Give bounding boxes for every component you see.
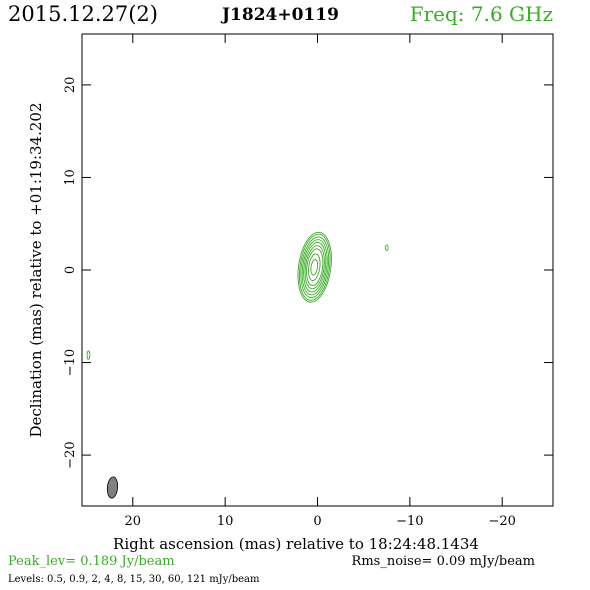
core-contour [306, 248, 324, 287]
core-contour [303, 241, 327, 293]
beam-ellipse [106, 476, 119, 499]
title-date: 2015.12.27(2) [8, 2, 158, 26]
rms-noise: Rms_noise= 0.09 mJy/beam [352, 554, 535, 569]
y-tick-label: −10 [63, 349, 78, 376]
x-tick-label: −20 [488, 514, 515, 529]
peak-level: Peak_lev= 0.189 Jy/beam [8, 554, 175, 569]
core-contour [310, 258, 319, 276]
core-contour [308, 253, 321, 281]
core-contour [301, 239, 328, 296]
x-tick-label: −10 [396, 514, 423, 529]
axis-ticks [82, 34, 553, 506]
core-contour [304, 245, 325, 290]
x-axis-label: Right ascension (mas) relative to 18:24:… [113, 535, 479, 553]
noise-contour [384, 244, 389, 252]
x-tick-label: 20 [125, 514, 142, 529]
y-tick-label: 20 [63, 77, 78, 94]
noise-contour [86, 350, 91, 360]
core-contour [300, 236, 330, 298]
x-tick-label: 0 [313, 514, 321, 529]
axis-tick-labels: 20 10 0 −10 −20 20 10 0 −10 −20 [63, 77, 516, 529]
core-contour [297, 231, 332, 303]
y-tick-label: 10 [63, 169, 78, 186]
title-source: J1824+0119 [220, 5, 339, 25]
contour-levels: Levels: 0.5, 0.9, 2, 4, 8, 15, 30, 60, 1… [8, 574, 260, 585]
core-contour [298, 233, 331, 301]
plot-frame [81, 33, 554, 507]
title-frequency: Freq: 7.6 GHz [410, 2, 553, 26]
contour-layer [86, 231, 389, 499]
y-axis-label: Declination (mas) relative to +01:19:34.… [27, 102, 45, 437]
y-tick-label: 0 [63, 266, 78, 274]
x-tick-label: 10 [217, 514, 234, 529]
y-tick-label: −20 [63, 441, 78, 468]
